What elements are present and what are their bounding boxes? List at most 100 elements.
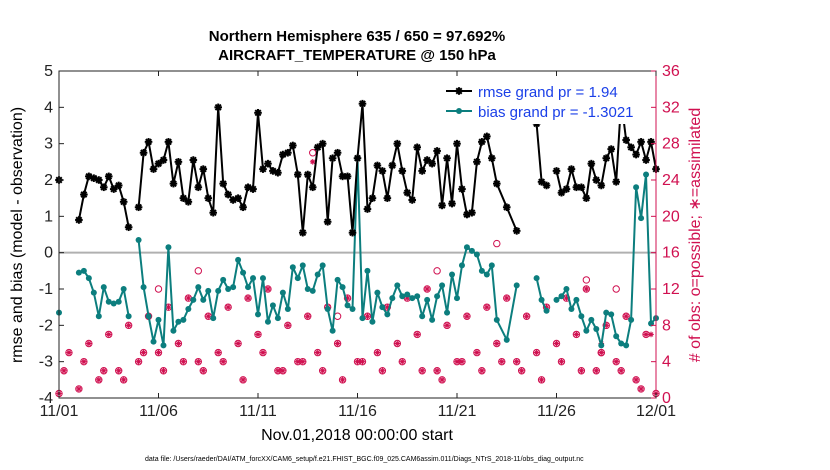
y-left-tick-label: 3 xyxy=(44,136,53,153)
obs-assimilated-marker xyxy=(245,295,251,301)
bias-point xyxy=(195,284,202,291)
obs-assimilated-marker xyxy=(140,349,147,356)
rmse-point xyxy=(587,159,596,168)
obs-possible-marker xyxy=(333,339,342,348)
obs-assimilated-marker xyxy=(160,367,167,374)
bias-point xyxy=(110,300,117,307)
rmse-point xyxy=(373,161,382,170)
bias-point xyxy=(259,275,266,282)
y-axis-right-label: # of obs: o=possible; ∗=assimilated xyxy=(687,108,704,362)
obs-assimilated-marker xyxy=(419,367,425,374)
bias-point xyxy=(289,264,296,271)
obs-assimilated-marker xyxy=(479,367,485,374)
obs-possible-marker xyxy=(154,348,163,357)
y-right-tick-label: 4 xyxy=(662,354,671,371)
rmse-point xyxy=(562,185,571,193)
bias-point xyxy=(250,275,257,282)
rmse-point xyxy=(403,188,412,197)
bias-point xyxy=(553,296,560,303)
obs-assimilated-marker xyxy=(86,340,92,347)
rmse-point xyxy=(264,159,272,168)
obs-assimilated-marker xyxy=(299,358,306,365)
rmse-point xyxy=(119,198,128,206)
rmse-point xyxy=(642,156,650,164)
rmse-series xyxy=(55,96,660,237)
bias-point xyxy=(190,296,197,303)
bias-point xyxy=(424,296,431,303)
obs-possible-marker xyxy=(134,357,143,366)
obs-assimilated-marker xyxy=(309,159,316,165)
rmse-point xyxy=(408,196,417,204)
rmse-point xyxy=(343,172,352,181)
rmse-point xyxy=(502,203,511,212)
obs-assimilated-marker xyxy=(334,340,341,347)
rmse-point xyxy=(80,190,88,199)
obs-assimilated-marker xyxy=(513,358,520,365)
bias-point xyxy=(225,286,232,292)
x-tick-label: 11/16 xyxy=(338,403,377,420)
bias-point xyxy=(235,256,242,263)
rmse-point xyxy=(358,99,367,108)
rmse-point xyxy=(453,139,461,148)
obs-possible-marker xyxy=(124,321,133,330)
rmse-point xyxy=(159,156,168,164)
rmse-point xyxy=(647,138,655,146)
bias-point xyxy=(578,313,585,320)
bias-point xyxy=(284,305,291,312)
obs-possible-marker xyxy=(463,312,471,320)
obs-assimilated-marker xyxy=(285,322,291,329)
bias-point xyxy=(334,276,341,283)
bias-point xyxy=(404,291,411,298)
rmse-point xyxy=(249,185,257,193)
obs-possible-marker xyxy=(224,303,232,311)
rmse-point xyxy=(433,147,441,155)
obs-assimilated-marker xyxy=(200,367,207,374)
rmse-point xyxy=(597,181,606,190)
obs-possible-marker xyxy=(532,348,541,357)
bias-point xyxy=(389,295,396,302)
obs-assimilated-marker xyxy=(205,313,212,320)
obs-possible-marker xyxy=(219,357,227,366)
rmse-point xyxy=(169,179,178,188)
y-left-tick-label: 1 xyxy=(44,208,53,225)
bias-point xyxy=(359,315,366,322)
rmse-point xyxy=(488,154,496,162)
bias-point xyxy=(75,269,82,276)
y-left-tick-label: 0 xyxy=(44,245,53,262)
bias-point xyxy=(135,236,142,243)
obs-assimilated-marker xyxy=(120,377,127,383)
obs-possible-marker xyxy=(65,348,73,357)
bias-point xyxy=(309,287,316,294)
obs-assimilated-marker xyxy=(76,386,82,392)
rmse-point xyxy=(184,198,193,206)
obs-possible-marker xyxy=(413,330,421,339)
obs-assimilated-marker xyxy=(538,377,545,383)
obs-assimilated-marker xyxy=(618,367,624,374)
rmse-point xyxy=(582,194,591,202)
rmse-point xyxy=(303,170,312,179)
rmse-point xyxy=(438,201,446,210)
bias-point xyxy=(583,327,590,334)
rmse-point xyxy=(493,179,501,188)
y-right-tick-label: 0 xyxy=(662,390,671,407)
rmse-point xyxy=(139,148,148,157)
legend-bias-label: bias grand pr = -1.3021 xyxy=(478,104,634,121)
obs-assimilated-marker xyxy=(165,304,172,310)
bias-point xyxy=(269,302,276,309)
rmse-point xyxy=(577,183,586,192)
bias-point xyxy=(339,284,346,291)
rmse-point xyxy=(298,228,307,237)
obs-possible-marker xyxy=(483,303,491,311)
bias-point xyxy=(145,313,152,320)
bias-point xyxy=(95,313,102,320)
x-tick-label: 11/01 xyxy=(40,403,79,420)
obs-assimilated-marker xyxy=(319,367,326,374)
bias-point xyxy=(324,305,331,312)
rmse-point xyxy=(323,217,332,226)
bias-point xyxy=(623,342,630,349)
bias-point xyxy=(513,282,520,289)
bias-point xyxy=(568,305,575,312)
obs-assimilated-marker xyxy=(354,358,361,365)
obs-possible-marker xyxy=(498,357,506,366)
obs-possible-marker xyxy=(174,339,183,348)
